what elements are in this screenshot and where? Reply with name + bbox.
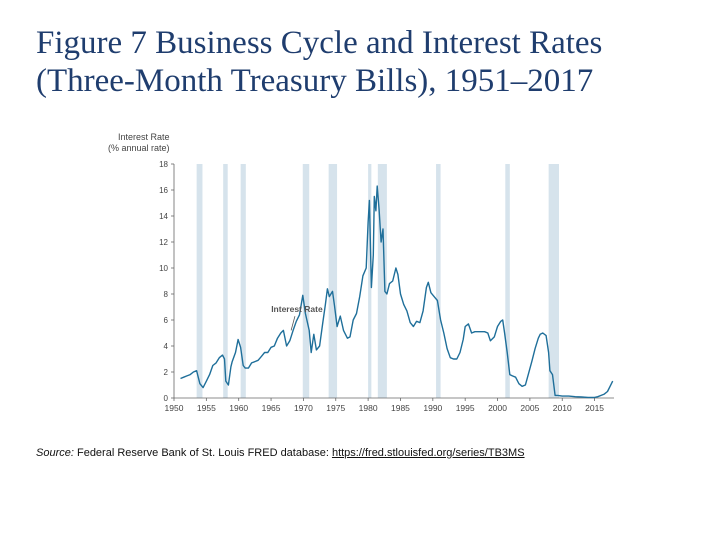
x-tick-label-2000: 2000 — [488, 403, 507, 413]
y-axis-label-line-1: Interest Rate — [118, 132, 170, 142]
x-tick-label-2005: 2005 — [520, 403, 539, 413]
title-line-2: (Three-Month Treasury Bills), 1951–2017 — [36, 63, 594, 99]
recession-band-6 — [368, 164, 372, 398]
source-label: Source: — [36, 447, 74, 459]
chart-axes: 0 2 4 6 8 10 12 14 16 18 1950 1955 1960 1965 1970 1975 1… — [159, 160, 614, 413]
y-tick-label-8: 8 — [164, 290, 169, 299]
x-tick-label-2010: 2010 — [553, 403, 572, 413]
y-tick-label-0: 0 — [164, 394, 169, 403]
recession-band-9 — [505, 164, 510, 398]
x-tick-label-1985: 1985 — [391, 403, 410, 413]
y-tick-label-14: 14 — [159, 212, 168, 221]
x-tick-label-1955: 1955 — [197, 403, 216, 413]
series-lines — [180, 185, 614, 399]
recession-band-5 — [328, 164, 338, 398]
slide-title: Figure 7 Business Cycle and Interest Rat… — [36, 24, 696, 100]
recession-band-2 — [223, 164, 228, 398]
recession-band-8 — [436, 164, 441, 398]
chart-annotations: Interest Rate — [271, 304, 323, 331]
annotation-label: Interest Rate — [271, 304, 323, 314]
y-tick-label-18: 18 — [159, 160, 168, 169]
x-tick-label-1950: 1950 — [165, 403, 184, 413]
title-line-1: Figure 7 Business Cycle and Interest Rat… — [36, 25, 603, 61]
source-note: Source: Federal Reserve Bank of St. Loui… — [36, 447, 686, 459]
y-tick-label-6: 6 — [164, 316, 169, 325]
recession-band-1 — [196, 164, 203, 398]
x-tick-label-1990: 1990 — [423, 403, 442, 413]
interest-rate-chart: 0 2 4 6 8 10 12 14 16 18 1950 1955 1960 1965 1970 1975 1… — [108, 132, 614, 413]
recession-band-10 — [548, 164, 559, 398]
y-axis-label-line-2: (% annual rate) — [108, 143, 170, 153]
x-tick-label-1970: 1970 — [294, 403, 313, 413]
recession-band-4 — [302, 164, 310, 398]
y-tick-label-16: 16 — [159, 186, 168, 195]
recession-band-3 — [240, 164, 246, 398]
source-text: Federal Reserve Bank of St. Louis FRED d… — [73, 447, 332, 459]
y-tick-label-10: 10 — [159, 264, 168, 273]
y-tick-label-12: 12 — [159, 238, 168, 247]
recession-bands — [196, 164, 559, 398]
x-tick-label-1960: 1960 — [229, 403, 248, 413]
x-tick-label-1980: 1980 — [359, 403, 378, 413]
x-tick-label-1995: 1995 — [456, 403, 475, 413]
annotation-arrow — [290, 316, 296, 331]
recession-band-7 — [377, 164, 387, 398]
series-line-interest-rate — [180, 185, 614, 399]
x-tick-label-2015: 2015 — [585, 403, 604, 413]
y-tick-label-4: 4 — [164, 342, 169, 351]
x-tick-label-1965: 1965 — [262, 403, 281, 413]
y-tick-label-2: 2 — [164, 368, 169, 377]
source-link[interactable]: https://fred.stlouisfed.org/series/TB3MS — [331, 447, 525, 459]
x-tick-label-1975: 1975 — [326, 403, 345, 413]
